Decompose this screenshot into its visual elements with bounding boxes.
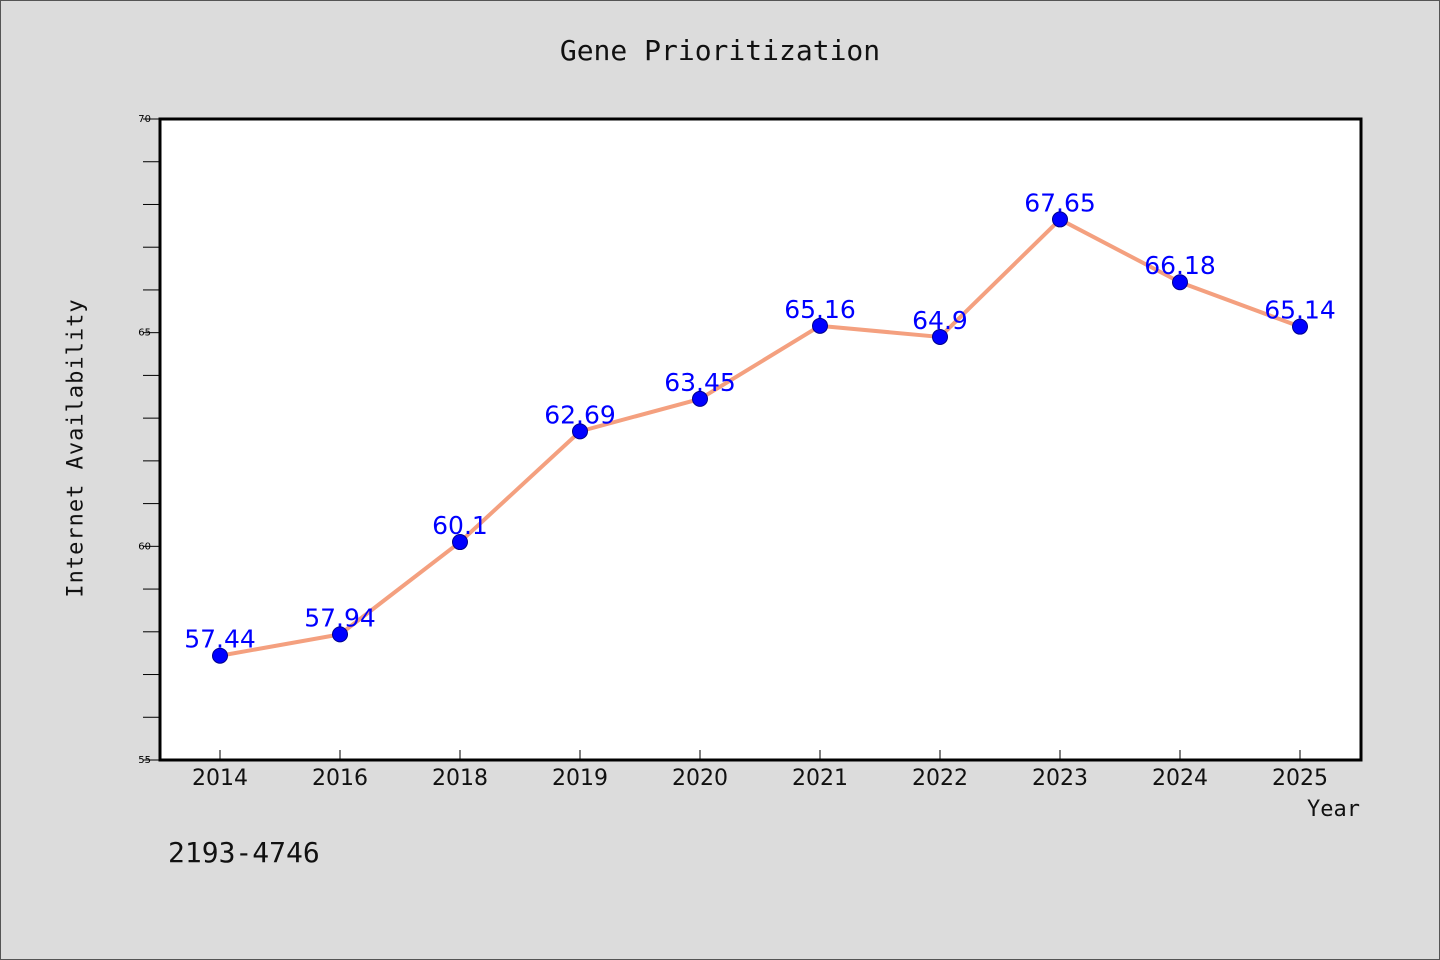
- x-axis-ticks: 2014 2016 2018 2019 2020 2021 2022 2023 2024 2025: [192, 750, 1328, 791]
- data-point: [1292, 318, 1308, 335]
- x-tick-label: 2019: [552, 766, 608, 791]
- x-tick-label: 2020: [672, 766, 728, 791]
- data-label: 65.14: [1264, 296, 1336, 325]
- data-label: 64.9: [912, 306, 968, 335]
- footer-code: 2193-4746: [168, 836, 320, 869]
- data-label: 66.18: [1144, 251, 1216, 280]
- data-label: 62.69: [544, 400, 616, 429]
- x-axis-label: Year: [1307, 797, 1360, 822]
- y-tick-label: 55: [138, 755, 151, 766]
- data-point: [932, 328, 948, 345]
- data-point: [812, 317, 828, 334]
- data-label: 63.45: [664, 368, 736, 397]
- x-tick-label: 2014: [192, 766, 248, 791]
- data-point: [1172, 274, 1188, 291]
- data-label: 67.65: [1024, 188, 1096, 217]
- x-tick-label: 2016: [312, 766, 368, 791]
- x-tick-label: 2018: [432, 766, 488, 791]
- y-axis-ticks: 55 60 65 70: [138, 114, 159, 766]
- x-tick-label: 2025: [1272, 766, 1328, 791]
- x-tick-label: 2021: [792, 766, 848, 791]
- x-tick-label: 2024: [1152, 766, 1208, 791]
- data-point: [692, 390, 708, 407]
- data-label: 57.44: [184, 625, 256, 654]
- data-point: [572, 423, 588, 440]
- y-tick-label: 65: [138, 328, 151, 339]
- data-point: [452, 534, 468, 551]
- series-group: 57.44 57.94 60.1 62.69 63.45 65.16 64.9 67.65 66…: [184, 188, 1336, 664]
- data-point: [332, 626, 348, 643]
- plot-border: [158, 117, 1363, 762]
- y-tick-label: 60: [138, 541, 151, 552]
- y-tick-label: 70: [138, 114, 151, 125]
- data-point: [1052, 211, 1068, 228]
- series-line: [218, 217, 1302, 658]
- x-tick-label: 2022: [912, 766, 968, 791]
- data-label: 57.94: [304, 603, 376, 632]
- data-point: [212, 647, 228, 664]
- x-tick-label: 2023: [1032, 766, 1088, 791]
- chart-title: Gene Prioritization: [559, 34, 881, 67]
- data-label: 65.16: [784, 295, 856, 324]
- plot-area: [160, 119, 1361, 760]
- data-label: 60.1: [432, 511, 488, 540]
